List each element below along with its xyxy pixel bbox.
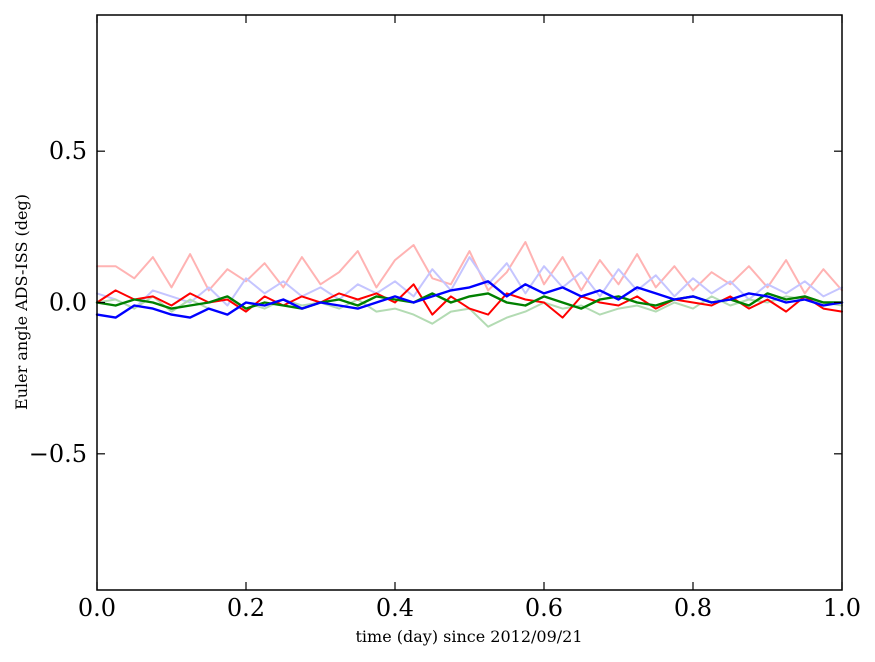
tick-layer: 0.0 0.2 0.4 0.6 0.8 1.0 0.5 0.0 −0.5 [29, 15, 861, 622]
y-tick-label: 0.0 [49, 289, 87, 317]
x-tick-label: 0.6 [525, 594, 563, 622]
series-line-1 [96, 241, 843, 295]
series-layer [95, 241, 844, 328]
y-axis-label: Euler angle ADS-ISS (deg) [12, 194, 31, 410]
series-line-6 [95, 280, 844, 319]
x-tick-label: 0.4 [376, 594, 414, 622]
x-tick-label: 1.0 [823, 594, 861, 622]
x-axis-label: time (day) since 2012/09/21 [355, 627, 582, 646]
x-tick-label: 0.8 [674, 594, 712, 622]
x-tick-label: 0.0 [78, 594, 116, 622]
x-tick-label: 0.2 [227, 594, 265, 622]
y-tick-label: 0.5 [49, 137, 87, 165]
y-tick-label: −0.5 [29, 440, 87, 468]
